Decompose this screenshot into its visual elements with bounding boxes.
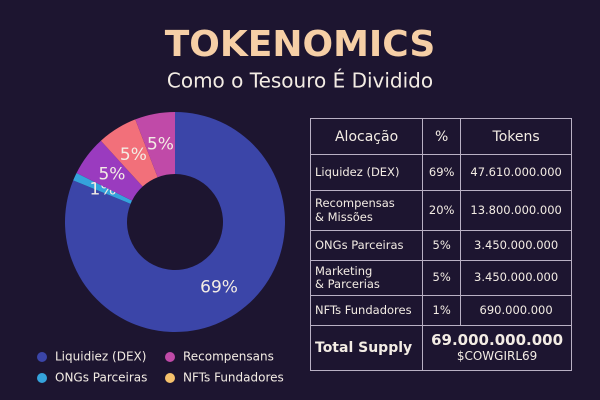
table-cell: Marketing & Parcerias	[309, 260, 424, 296]
legend-label: NFTs Fundadores	[183, 371, 284, 385]
total-row: Total Supply 69.000.000.000 $COWGIRL69	[309, 325, 572, 371]
legend-label: Recompensans	[183, 350, 274, 364]
legend-swatch	[165, 373, 175, 383]
table-row: NFTs Fundadores 1% 690.000.000	[309, 295, 572, 326]
table-cell: ONGs Parceiras	[309, 230, 424, 261]
table-cell: NFTs Fundadores	[309, 295, 424, 326]
table-row: Recompensas & Missões 20% 13.800.000.000	[309, 190, 572, 231]
column-header: Tokens	[460, 118, 572, 155]
donut-slice	[135, 112, 175, 178]
slice-label: 5%	[147, 134, 174, 154]
slice-label: 5%	[120, 145, 147, 165]
donut-slice	[100, 119, 158, 187]
token-symbol: $COWGIRL69	[456, 348, 538, 363]
legend-swatch	[165, 352, 175, 362]
table-header: Alocação% Tokens	[309, 118, 572, 155]
table-cell: 5%	[422, 230, 462, 261]
donut-slice	[76, 140, 143, 201]
column-header: %	[422, 118, 462, 155]
total-label: Total Supply	[309, 325, 424, 371]
table-cell: 13.800.000.000	[460, 190, 572, 231]
table-cell: 3.450.000.000	[460, 230, 572, 261]
legend-swatch	[37, 352, 47, 362]
donut-slice	[65, 112, 285, 333]
table-body: Liquidez (DEX) 69% 47.610.000.000 Recompens…	[309, 154, 572, 371]
column-header: Alocação	[309, 118, 424, 155]
table-row: Marketing & Parcerias 5% 3.450.000.000	[309, 260, 572, 296]
total-amount: 69.000.000.000	[431, 331, 564, 350]
slice-label: 69%	[200, 278, 238, 298]
table-cell: Liquidez (DEX)	[309, 154, 424, 191]
slice-label: 5%	[98, 164, 125, 184]
allocation-table: Alocação% Tokens Liquidez (DEX) 69% 47.610.…	[309, 118, 572, 371]
table-row: ONGs Parceiras 5% 3.450.000.000	[309, 230, 572, 261]
legend-swatch	[37, 373, 47, 383]
table-cell: 5%	[422, 260, 462, 296]
total-value: 69.000.000.000 $COWGIRL69	[422, 325, 572, 371]
table-cell: 69%	[422, 154, 462, 191]
table-cell: 690.000.000	[460, 295, 572, 326]
table-row: Liquidez (DEX) 69% 47.610.000.000	[309, 154, 572, 191]
donut-slice	[73, 172, 133, 204]
table-cell: 3.450.000.000	[460, 260, 572, 296]
table-cell: 47.610.000.000	[460, 154, 572, 191]
legend-label: Liquidiez (DEX)	[55, 350, 146, 364]
table-cell: 20%	[422, 190, 462, 231]
title: TOKENOMICS	[165, 24, 436, 65]
legend-label: ONGs Parceiras	[55, 371, 147, 385]
table-cell: 1%	[422, 295, 462, 326]
table-cell: Recompensas & Missões	[309, 190, 424, 231]
subtitle: Como o Tesouro É Dividido	[167, 69, 433, 93]
